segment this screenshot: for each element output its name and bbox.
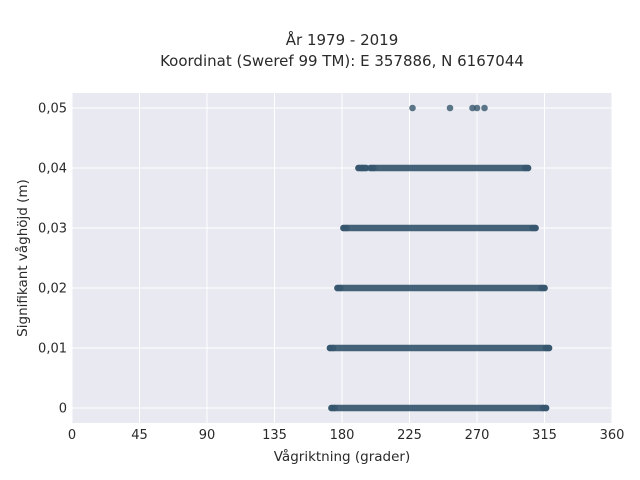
data-point (481, 104, 488, 112)
x-tick-label: 360 (600, 428, 625, 443)
y-tick-label: 0 (59, 402, 67, 417)
x-tick-label: 270 (465, 428, 490, 443)
data-point (370, 164, 377, 172)
point-band (328, 404, 550, 412)
point-band (326, 344, 553, 352)
x-tick-label: 0 (68, 428, 76, 443)
y-tick-label: 0,05 (38, 102, 67, 117)
chart-title: År 1979 - 2019 (286, 30, 399, 49)
x-tick-label: 135 (262, 428, 287, 443)
data-point (343, 224, 350, 232)
chart-subtitle: Koordinat (Sweref 99 TM): E 357886, N 61… (160, 52, 524, 70)
x-tick-label: 45 (131, 428, 148, 443)
point-band (340, 224, 539, 232)
point-band (367, 164, 532, 172)
data-point (337, 284, 344, 292)
data-point (329, 344, 337, 352)
x-tick-label: 90 (199, 428, 216, 443)
data-point (545, 344, 553, 352)
y-tick-labels: 0 0,01 0,02 0,03 0,04 0,05 (38, 102, 67, 417)
y-axis-label: Signifikant våghöjd (m) (14, 179, 31, 337)
data-point (524, 164, 532, 172)
x-tick-label: 315 (532, 428, 557, 443)
y-tick-label: 0,03 (38, 222, 67, 237)
y-tick-label: 0,01 (38, 342, 67, 357)
data-point (446, 104, 454, 112)
data-point (532, 224, 539, 232)
x-tick-labels: 0 45 90 135 180 225 270 315 360 (68, 428, 625, 443)
data-point (409, 104, 416, 112)
data-point (331, 404, 338, 412)
x-tick-label: 225 (397, 428, 422, 443)
y-tick-label: 0,02 (38, 282, 67, 297)
point-band (334, 284, 548, 292)
x-tick-label: 180 (330, 428, 355, 443)
data-points (326, 104, 553, 412)
data-point (541, 284, 548, 292)
x-axis-label: Vågriktning (grader) (274, 448, 411, 465)
data-point (473, 104, 481, 112)
x-gridlines (71, 93, 613, 423)
data-point (542, 404, 550, 412)
y-tick-label: 0,04 (38, 162, 67, 177)
